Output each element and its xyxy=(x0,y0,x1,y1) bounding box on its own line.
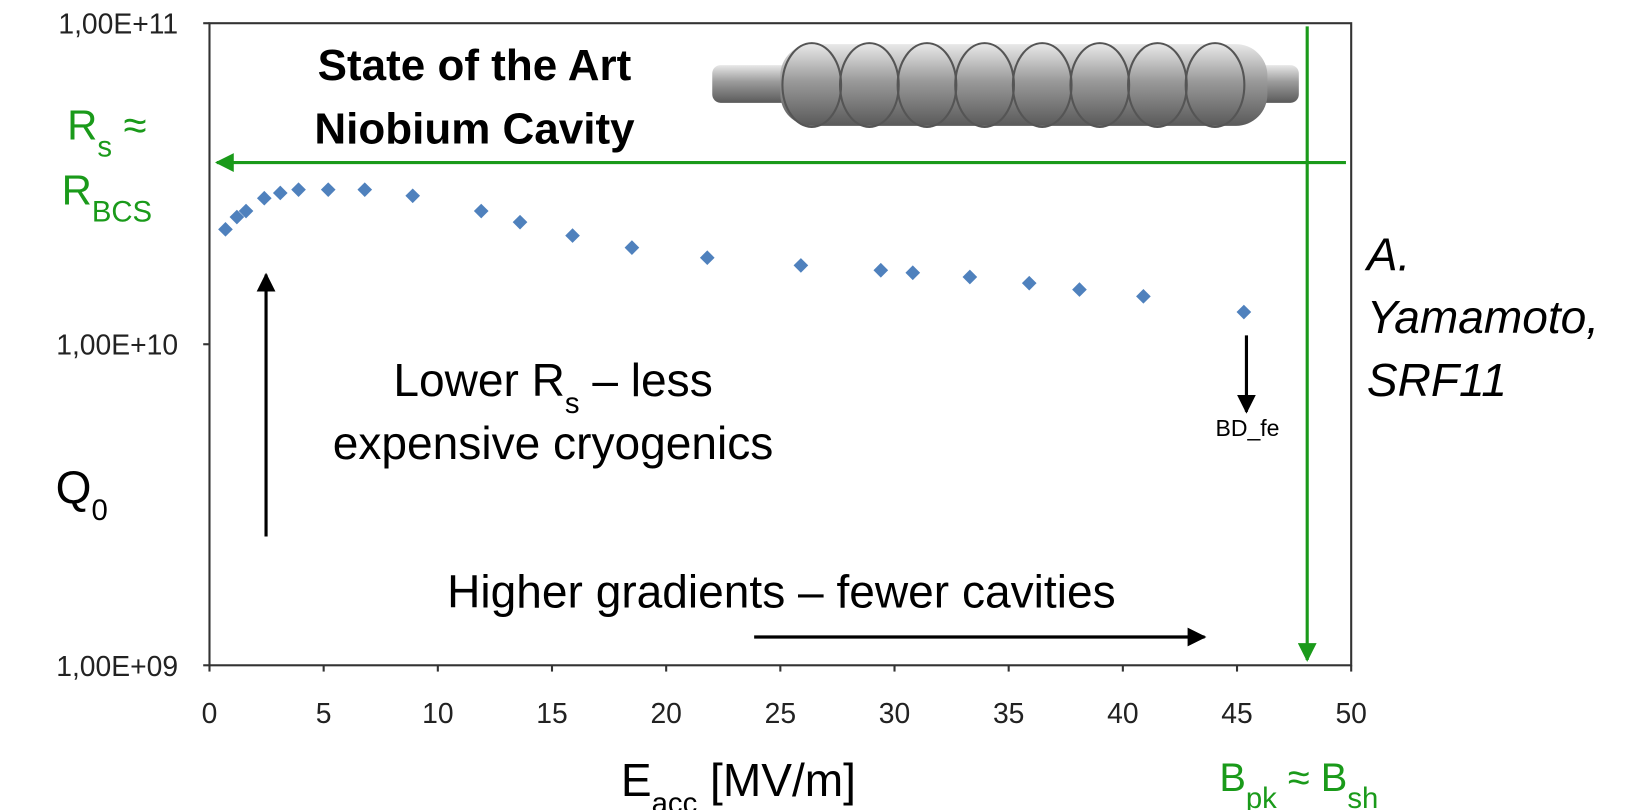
data-point xyxy=(320,182,336,198)
annotation: BD_fe xyxy=(1215,415,1279,441)
x-tick-label: 10 xyxy=(422,697,453,729)
data-point xyxy=(1136,289,1151,304)
data-point xyxy=(218,222,233,237)
x-tick-label: 35 xyxy=(993,697,1024,729)
data-point xyxy=(905,265,921,281)
annotation-text: BCS xyxy=(92,195,152,228)
data-point xyxy=(1021,275,1037,291)
annotation: SRF11 xyxy=(1367,354,1507,406)
chart-title: Niobium Cavity xyxy=(314,105,635,154)
x-tick-label: 45 xyxy=(1221,697,1252,729)
x-tick-label: 40 xyxy=(1107,697,1138,729)
y-axis-label-text: 0 xyxy=(91,493,107,526)
data-point xyxy=(238,203,254,219)
annotation-text: R xyxy=(62,166,92,213)
annotation: Higher gradients – fewer cavities xyxy=(447,566,1115,618)
x-tick-label: 20 xyxy=(650,697,681,729)
x-tick-label: 5 xyxy=(316,697,332,729)
annotation-text: ≈ B xyxy=(1277,756,1348,800)
x-tick-label: 30 xyxy=(879,697,910,729)
annotation: Bpk ≈ Bsh xyxy=(1219,756,1378,810)
y-axis-label-text: Q xyxy=(56,461,92,513)
annotation: A. xyxy=(1364,228,1411,280)
y-tick-label: 1,00E+09 xyxy=(56,650,178,682)
x-tick-label: 25 xyxy=(765,697,796,729)
annotation: Rs ≈ xyxy=(67,101,147,163)
annotation-text: sh xyxy=(1347,781,1378,810)
annotation-text: ≈ xyxy=(112,101,147,148)
data-point xyxy=(272,185,288,201)
data-point xyxy=(291,182,306,198)
annotation-text: – less xyxy=(580,354,713,406)
chart-title: State of the Art xyxy=(318,41,632,90)
annotation-text: s xyxy=(97,130,112,163)
annotation-text: pk xyxy=(1246,781,1277,810)
data-point xyxy=(405,188,421,204)
annotation-text: R xyxy=(67,101,97,148)
x-axis-label-text: acc xyxy=(652,787,698,810)
x-axis-label: Eacc [MV/m] xyxy=(621,754,856,810)
annotation-text: Lower R xyxy=(393,354,565,406)
data-point xyxy=(1236,304,1252,320)
x-axis-label-text: E xyxy=(621,754,652,806)
data-points xyxy=(218,182,1252,320)
data-point xyxy=(357,182,373,198)
ticks: 1,00E+09 1,00E+10 1,00E+11 0 5 10 15 20 25 30 35 40… xyxy=(56,8,1367,729)
data-point xyxy=(624,240,640,255)
annotation: expensive cryogenics xyxy=(333,417,774,469)
y-tick-label: 1,00E+11 xyxy=(58,8,178,40)
data-point xyxy=(256,190,272,206)
y-axis-label: Q0 xyxy=(56,461,108,526)
data-point xyxy=(793,258,809,273)
data-point xyxy=(473,203,489,219)
annotation: RBCS xyxy=(62,166,153,228)
x-axis-label-text: [MV/m] xyxy=(697,754,856,806)
data-point xyxy=(512,214,528,230)
annotation: Yamamoto, xyxy=(1367,291,1599,343)
y-tick-label: 1,00E+10 xyxy=(56,329,178,361)
data-point xyxy=(699,250,715,266)
data-point xyxy=(565,228,580,243)
x-tick-label: 50 xyxy=(1335,697,1366,729)
x-tick-label: 15 xyxy=(536,697,567,729)
data-point xyxy=(1072,282,1087,297)
annotation-text: B xyxy=(1219,756,1246,800)
data-point xyxy=(229,209,245,225)
x-tick-label: 0 xyxy=(202,697,218,729)
data-point xyxy=(873,262,889,278)
annotation: Lower Rs – less xyxy=(393,354,712,420)
annotation-text: s xyxy=(565,387,580,420)
data-point xyxy=(962,269,978,285)
cavity-image xyxy=(712,42,1299,128)
